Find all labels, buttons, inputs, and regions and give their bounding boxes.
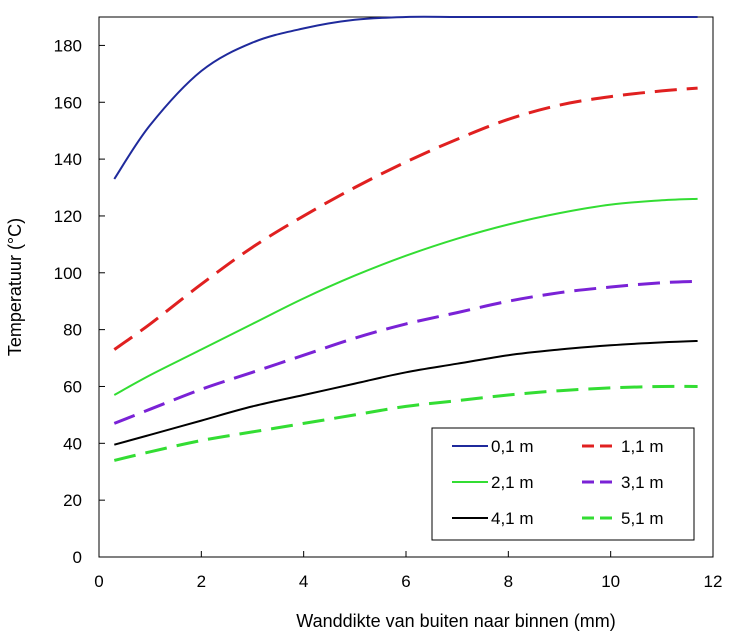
x-tick-label: 12 (704, 572, 723, 591)
legend-label: 2,1 m (491, 473, 534, 492)
legend-label: 1,1 m (621, 437, 664, 456)
series-line-3 (113, 197, 698, 396)
x-tick-label: 10 (601, 572, 620, 591)
x-axis-label: Wanddikte van buiten naar binnen (mm) (296, 611, 616, 631)
y-axis-label: Temperatuur (°C) (5, 218, 25, 356)
x-tick-label: 4 (299, 572, 308, 591)
legend-label: 3,1 m (621, 473, 664, 492)
series-line-2 (113, 86, 698, 351)
y-tick-label: 100 (54, 264, 82, 283)
x-tick-label: 8 (504, 572, 513, 591)
y-tick-label: 180 (54, 36, 82, 55)
x-tick-label: 6 (401, 572, 410, 591)
series-line-5 (114, 340, 698, 446)
series-line-1 (113, 15, 698, 180)
y-tick-label: 0 (73, 548, 82, 567)
legend-label: 0,1 m (491, 437, 534, 456)
series-line-4 (113, 279, 698, 425)
y-tick-label: 40 (63, 434, 82, 453)
series-layer (113, 15, 698, 462)
legend: 0,1 m 1,1 m 2,1 m 3,1 m 4,1 m 5,1 m (431, 427, 695, 541)
series-line-6 (113, 384, 698, 462)
x-axis: 0 2 4 6 8 10 12 (94, 551, 722, 591)
y-axis: 0 20 40 60 80 100 120 140 160 180 (54, 36, 105, 567)
x-tick-label: 0 (94, 572, 103, 591)
y-tick-label: 20 (63, 491, 82, 510)
y-tick-label: 80 (63, 321, 82, 340)
y-tick-label: 120 (54, 207, 82, 226)
y-tick-label: 60 (63, 377, 82, 396)
y-tick-label: 140 (54, 150, 82, 169)
legend-label: 5,1 m (621, 509, 664, 528)
legend-label: 4,1 m (491, 509, 534, 528)
x-tick-label: 2 (197, 572, 206, 591)
y-tick-label: 160 (54, 93, 82, 112)
